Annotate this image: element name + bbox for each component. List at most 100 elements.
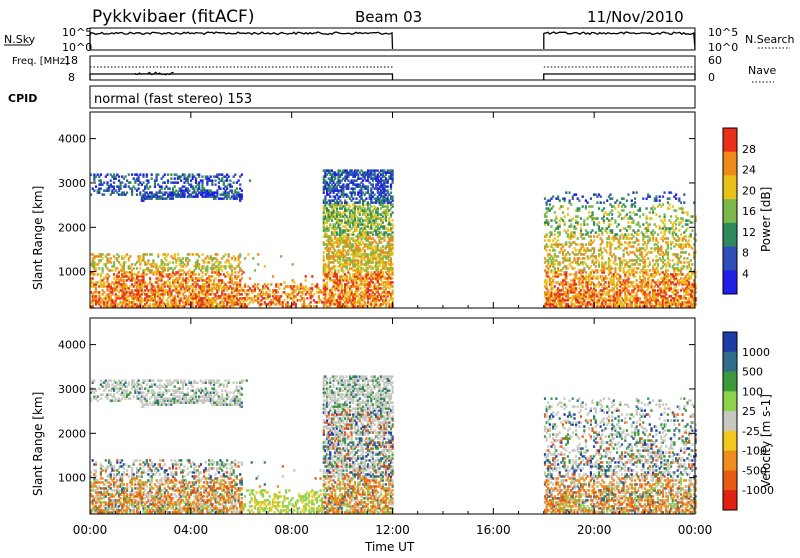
heat-cell [600, 247, 602, 250]
heat-cell [578, 257, 580, 260]
heat-cell [582, 243, 584, 246]
heat-cell [208, 261, 210, 264]
heat-cell [606, 231, 608, 234]
heat-cell [174, 177, 176, 180]
heat-cell [560, 273, 562, 276]
heat-cell [161, 185, 163, 188]
heat-cell [593, 235, 595, 238]
heat-cell [567, 229, 569, 232]
frequency-traces [90, 67, 695, 80]
heat-cell [573, 231, 575, 234]
heat-cell [614, 219, 616, 222]
heat-cell [234, 257, 236, 260]
heat-cell [323, 255, 325, 258]
heat-cell [139, 255, 141, 258]
heat-cell [198, 273, 200, 276]
heat-cell [565, 241, 567, 244]
noise-tick-top-left: 10^5 [62, 26, 92, 39]
heat-cell [283, 281, 285, 284]
heat-cell [108, 253, 110, 256]
heat-cell [595, 289, 597, 292]
heat-cell [231, 277, 233, 280]
heat-cell [254, 269, 256, 272]
heat-cell [126, 253, 128, 256]
heat-cell [585, 243, 587, 246]
heat-cell [169, 261, 171, 264]
heat-cell [354, 191, 356, 194]
heat-cell [341, 283, 343, 286]
heat-cell [167, 253, 169, 256]
heat-cell [110, 179, 112, 182]
heat-cell [575, 287, 577, 290]
heat-cell [257, 283, 259, 286]
heat-cell [624, 241, 626, 244]
heat-cell [95, 185, 97, 188]
heat-cell [213, 305, 215, 308]
heat-cell [201, 253, 203, 256]
heat-cell [206, 265, 208, 268]
heat-cell [546, 215, 548, 218]
heat-cell [102, 257, 104, 260]
heat-cell [559, 223, 561, 226]
heat-cell [170, 173, 172, 176]
heat-cell [264, 265, 266, 268]
heat-cell [323, 251, 325, 254]
heat-cell [267, 283, 269, 286]
heat-cell [283, 299, 285, 302]
heat-cell [182, 283, 184, 286]
heat-cell [555, 221, 557, 224]
heat-cell [624, 205, 626, 208]
heat-cell [133, 267, 135, 270]
nave-tick-bottom: 0 [708, 71, 715, 84]
heat-cell [583, 257, 585, 260]
heat-cell [590, 235, 592, 238]
heat-cell [92, 277, 94, 280]
heat-cell [614, 267, 616, 270]
heat-cell [280, 295, 282, 298]
heat-cell [341, 219, 343, 222]
heat-cell [611, 243, 613, 246]
heat-cell [355, 197, 357, 200]
heat-cell [346, 275, 348, 278]
heat-cell [578, 199, 580, 202]
heat-cell [549, 203, 551, 206]
heat-cell [100, 173, 102, 176]
heat-cell [149, 277, 151, 280]
heat-cell [169, 187, 171, 190]
heat-cell [392, 231, 394, 234]
heat-cell [392, 219, 394, 222]
heat-cell [572, 217, 574, 220]
heat-cell [138, 271, 140, 274]
heat-cell [567, 267, 569, 270]
heat-cell [364, 249, 366, 252]
heat-cell [277, 291, 279, 294]
frequency-panel: Freq. [MHz] 18 8 60 0 Nave [12, 54, 776, 84]
heat-cell [180, 179, 182, 182]
heat-cell [124, 183, 126, 186]
heat-cell [311, 287, 313, 290]
heat-cell [334, 269, 336, 272]
heat-cell [623, 197, 625, 200]
heat-cell [337, 269, 339, 272]
heat-cell [595, 231, 597, 234]
heat-cell [164, 173, 166, 176]
heat-cell [591, 205, 593, 208]
heat-cell [616, 263, 618, 266]
heat-cell [303, 297, 305, 300]
heat-cell [609, 223, 611, 226]
heat-cell [372, 183, 374, 186]
heat-cell [569, 191, 571, 194]
heat-cell [392, 203, 394, 206]
heat-cell [582, 205, 584, 208]
heat-cell [554, 249, 556, 252]
heat-cell [601, 231, 603, 234]
heat-cell [549, 249, 551, 252]
heat-cell [587, 201, 589, 204]
heat-cell [392, 243, 394, 246]
heat-cell [131, 263, 133, 266]
heat-cell [547, 219, 549, 222]
freq-tick-top: 18 [64, 54, 78, 67]
heat-cell [609, 259, 611, 262]
heat-cell [349, 273, 351, 276]
heat-cell [390, 191, 392, 194]
